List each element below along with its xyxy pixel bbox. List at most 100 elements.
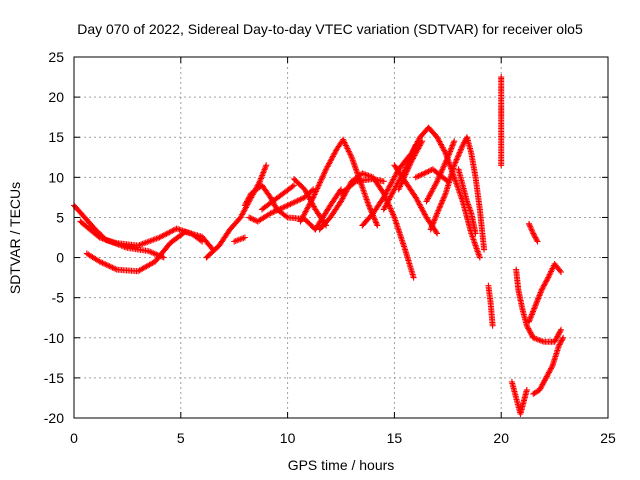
data-point <box>543 374 550 381</box>
series-arc-b <box>83 228 216 275</box>
data-point <box>551 338 558 345</box>
y-tick-label: 10 <box>48 169 64 185</box>
data-point <box>556 329 563 336</box>
data-point <box>539 285 546 292</box>
data-point <box>453 156 460 163</box>
data-point <box>451 138 458 145</box>
data-point <box>544 275 551 282</box>
data-point <box>525 220 532 227</box>
data-point <box>380 178 387 185</box>
data-point <box>244 198 251 205</box>
data-point <box>451 162 458 169</box>
data-point <box>559 336 566 343</box>
data-point <box>382 190 389 197</box>
data-point <box>435 206 442 213</box>
y-tick-label: 25 <box>48 49 64 65</box>
data-point <box>557 328 564 335</box>
data-point <box>440 196 447 203</box>
data-point <box>374 222 381 229</box>
data-point <box>109 264 116 271</box>
data-point <box>543 373 550 380</box>
data-point <box>271 208 278 215</box>
data-point <box>546 368 553 375</box>
x-tick-label: 5 <box>177 430 185 446</box>
data-point <box>481 246 488 253</box>
data-point <box>291 199 298 206</box>
data-point <box>451 160 458 167</box>
y-tick-label: -5 <box>52 290 65 306</box>
data-point <box>456 149 463 156</box>
data-point <box>271 202 278 209</box>
data-point <box>298 195 305 202</box>
data-point <box>489 322 496 329</box>
data-point <box>419 170 426 177</box>
x-tick-label: 15 <box>387 430 403 446</box>
data-point <box>422 169 429 176</box>
data-point <box>531 233 538 240</box>
data-point <box>366 203 373 210</box>
data-point <box>476 254 483 261</box>
data-point <box>436 204 443 211</box>
data-point <box>263 162 270 169</box>
data-point <box>243 199 250 206</box>
x-tick-label: 10 <box>280 430 296 446</box>
data-point <box>268 209 275 216</box>
series-arc-h <box>258 182 298 213</box>
y-axis-label: SDTVAR / TECUs <box>7 182 23 294</box>
series-arc-w <box>498 74 505 169</box>
data-point <box>100 260 107 267</box>
grid <box>74 57 608 418</box>
data-point <box>281 203 288 210</box>
data-point <box>530 230 537 237</box>
series-arc-aa <box>530 334 567 397</box>
data-point <box>246 193 253 200</box>
data-point <box>452 159 459 166</box>
y-tick-label: 0 <box>56 250 64 266</box>
data-point <box>538 382 545 389</box>
data-point <box>552 337 559 344</box>
data-point <box>457 146 464 153</box>
data-point <box>351 179 358 186</box>
data-point <box>274 207 281 214</box>
data-point <box>373 221 380 228</box>
data-point <box>106 263 113 270</box>
data-point <box>410 274 417 281</box>
data-point <box>553 336 560 343</box>
data-point <box>534 238 541 245</box>
data-point <box>537 385 544 392</box>
data-point <box>538 286 545 293</box>
data-point <box>533 235 540 242</box>
data-point <box>280 204 287 211</box>
series-arc-v <box>485 282 496 329</box>
data-point <box>287 201 294 208</box>
data-point <box>99 259 106 266</box>
data-point <box>424 168 431 175</box>
series-arc-x <box>508 378 530 417</box>
data-point <box>297 196 304 203</box>
data-point <box>533 237 540 244</box>
data-point <box>545 369 552 376</box>
data-point <box>543 278 550 285</box>
data-point <box>160 254 167 261</box>
data-point <box>454 155 461 162</box>
series-arc-d <box>203 162 270 261</box>
data-point <box>538 384 545 391</box>
data-point <box>295 197 302 204</box>
data-point <box>419 138 426 145</box>
data-point <box>528 332 535 339</box>
data-point <box>381 193 388 200</box>
data-point <box>96 258 103 265</box>
data-point <box>244 197 251 204</box>
data-point <box>414 173 421 180</box>
data-point <box>246 194 253 201</box>
data-point <box>527 224 534 231</box>
y-tick-label: -20 <box>44 410 64 426</box>
data-point <box>553 334 560 341</box>
data-point <box>246 214 253 221</box>
data-point <box>543 277 550 284</box>
data-point <box>541 377 548 384</box>
data-point <box>524 324 531 331</box>
data-point <box>472 230 479 237</box>
data-point <box>558 338 565 345</box>
